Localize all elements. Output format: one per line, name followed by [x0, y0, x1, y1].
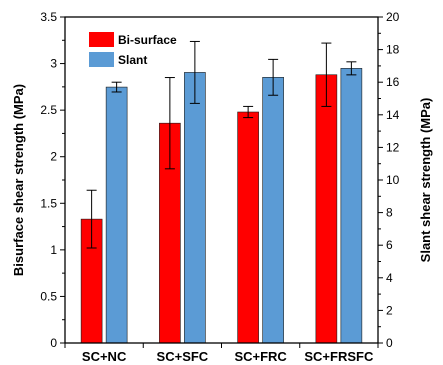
right-tick-label: 18	[386, 43, 400, 57]
right-tick-label: 16	[386, 75, 400, 89]
legend-swatch-bisurface	[89, 32, 114, 47]
right-tick-label: 8	[386, 206, 393, 220]
right-tick-label: 4	[386, 271, 393, 285]
plot-frame	[64, 16, 379, 344]
bar-slant	[105, 86, 128, 344]
right-tick-label: 6	[386, 238, 393, 252]
y-axis-title-left: Bisurface shear strength (MPa)	[11, 84, 26, 276]
left-axis-ticks: 0 0.5 1 1.5 2 2.5 3 3.5	[40, 10, 65, 350]
right-axis-ticks: 0 2 4 6 8 10 12 14 16 18 20	[378, 10, 400, 350]
left-tick-label: 1.5	[40, 196, 57, 210]
category-labels: SC+NC SC+SFC SC+FRC SC+FRSFC	[64, 343, 379, 364]
right-tick-label: 14	[386, 108, 400, 122]
left-tick-label: 3.5	[40, 10, 57, 24]
right-tick-label: 0	[386, 336, 393, 350]
legend: Bi-surface Slant	[89, 32, 177, 67]
category-label: SC+FRSFC	[304, 349, 374, 364]
bar-slant	[184, 72, 206, 344]
legend-swatch-slant	[89, 52, 114, 67]
category-label: SC+SFC	[157, 349, 209, 364]
left-tick-label: 0	[50, 336, 57, 350]
right-tick-label: 12	[386, 140, 400, 154]
left-tick-label: 2.5	[40, 103, 57, 117]
bar-slant	[262, 77, 284, 344]
right-tick-label: 20	[386, 10, 400, 24]
left-tick-label: 0.5	[40, 289, 57, 303]
bar-bi-surface	[315, 74, 338, 344]
left-tick-label: 3	[50, 57, 57, 71]
left-tick-label: 1	[50, 243, 57, 257]
legend-label-bisurface: Bi-surface	[118, 33, 177, 47]
y-axis-title-right: Slant shear strength (MPa)	[418, 98, 433, 263]
error-bars	[86, 40, 357, 249]
category-label: SC+NC	[82, 349, 127, 364]
right-tick-label: 2	[386, 303, 393, 317]
bar-slant	[340, 68, 363, 344]
left-tick-label: 2	[50, 150, 57, 164]
bars	[80, 68, 363, 344]
legend-label-slant: Slant	[118, 53, 147, 67]
category-label: SC+FRC	[234, 349, 287, 364]
right-tick-label: 10	[386, 173, 400, 187]
bar-bi-surface	[237, 111, 259, 344]
